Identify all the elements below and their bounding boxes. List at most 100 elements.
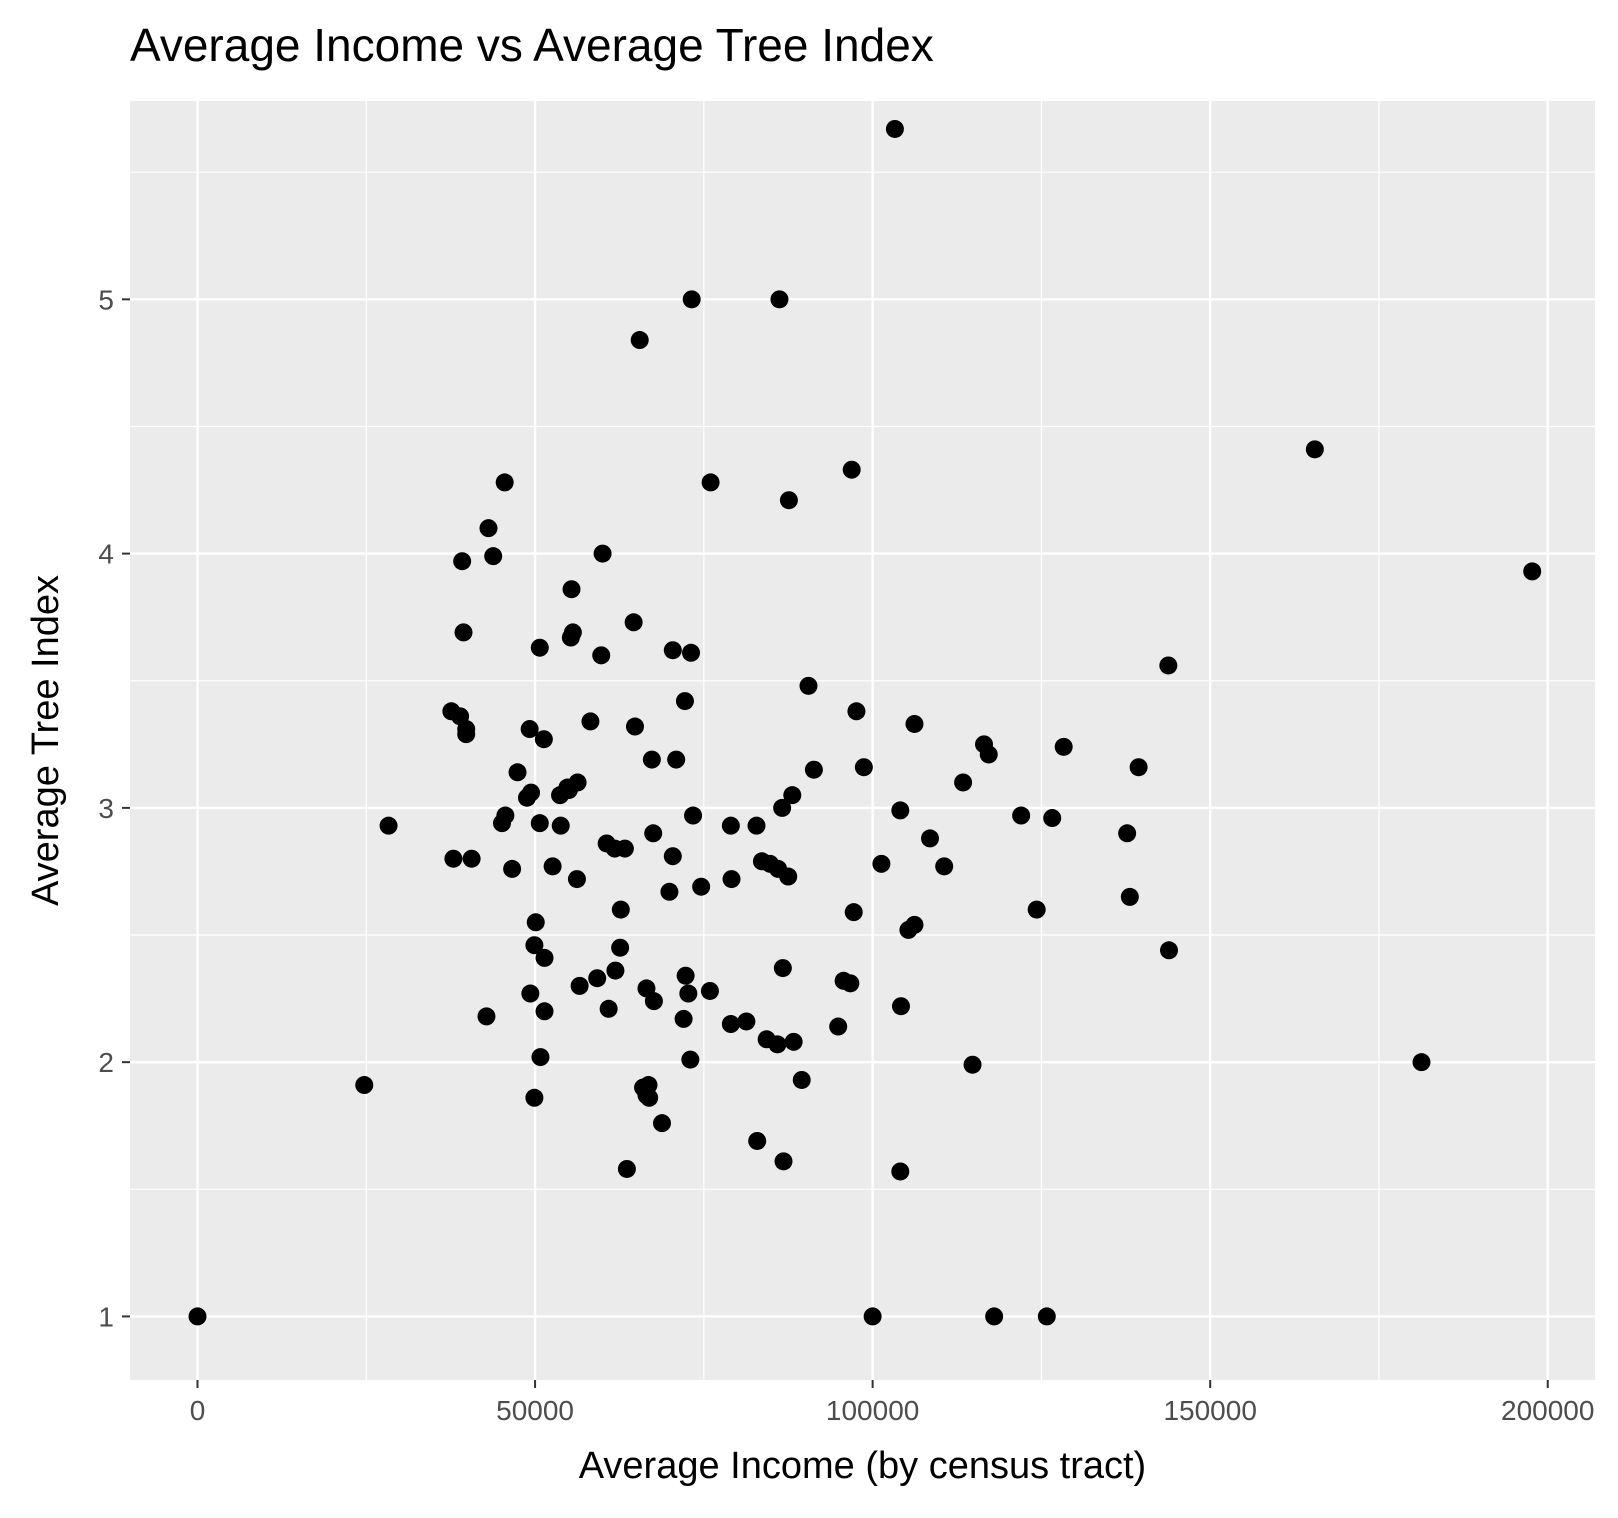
y-tick-label: 3 [98,793,114,824]
data-point [1054,737,1073,756]
data-point [891,997,910,1016]
data-point [642,750,661,769]
data-point [841,974,860,993]
data-point [617,1159,636,1178]
data-point [737,1012,756,1031]
data-point [679,984,698,1003]
data-point [521,984,540,1003]
data-point [379,816,398,835]
data-point [588,969,607,988]
y-tick-label: 2 [98,1047,114,1078]
data-point [1159,656,1178,675]
data-point [543,857,562,876]
data-point [625,717,644,736]
data-point [484,547,503,566]
data-point [842,460,861,479]
data-point [508,763,527,782]
data-point [747,816,766,835]
data-point [644,824,663,843]
data-point [525,936,544,955]
data-point [891,801,910,820]
data-point [570,976,589,995]
data-point [921,829,940,848]
y-tick-label: 5 [98,284,114,315]
data-point [829,1017,848,1036]
data-point [599,999,618,1018]
data-point [779,867,798,886]
data-point [534,730,553,749]
data-point [561,628,580,647]
data-point [847,702,866,721]
data-point [721,1015,740,1034]
data-point [1118,824,1137,843]
data-point [905,714,924,733]
data-point [799,676,818,695]
data-point [863,1307,882,1326]
data-point [663,641,682,660]
data-point [963,1055,982,1074]
data-point [1129,758,1148,777]
data-point [804,760,823,779]
data-point [663,847,682,866]
data-point [935,857,954,876]
data-point [748,1131,767,1150]
data-point [684,806,703,825]
data-point [773,798,792,817]
y-tick-label: 4 [98,539,114,570]
data-point [676,966,695,985]
data-point [985,1307,1004,1326]
data-point [644,992,663,1011]
x-axis: 0 50000 100000 150000 200000 [190,1380,1594,1426]
data-point [701,473,720,492]
data-point [525,1088,544,1107]
data-point [593,544,612,563]
data-point [667,750,686,769]
data-points [188,119,1542,1326]
data-point [615,839,634,858]
data-point [492,814,511,833]
data-point [530,638,549,657]
data-point [770,290,789,309]
data-point [854,758,873,777]
data-point [1523,562,1542,581]
data-point [1160,941,1179,960]
data-point [517,788,536,807]
data-point [1012,806,1031,825]
data-point [674,1009,693,1028]
data-point [562,580,581,599]
data-point [188,1307,207,1326]
plot-panel [130,101,1595,1380]
data-point [535,1002,554,1021]
data-point [530,814,549,833]
data-point [611,900,630,919]
x-tick-label: 0 [190,1395,206,1426]
data-point [1037,1307,1056,1326]
data-point [1043,809,1062,828]
data-point [682,290,701,309]
data-point [885,119,904,138]
data-point [779,491,798,510]
data-point [551,816,570,835]
data-point [477,1007,496,1026]
y-axis: 1 2 3 4 5 [98,284,130,1332]
data-point [592,646,611,665]
data-point [700,981,719,1000]
data-point [692,877,711,896]
data-point [844,903,863,922]
data-point [773,959,792,978]
data-point [640,1088,659,1107]
y-tick-label: 1 [98,1301,114,1332]
data-point [783,786,802,805]
data-point [1412,1053,1431,1072]
data-point [526,913,545,932]
data-point [721,816,740,835]
data-point [630,331,649,350]
data-point [774,1152,793,1171]
data-point [872,854,891,873]
data-point [611,938,630,957]
data-point [1120,887,1139,906]
x-tick-label: 150000 [1163,1395,1256,1426]
data-point [479,519,498,538]
data-point [462,849,481,868]
